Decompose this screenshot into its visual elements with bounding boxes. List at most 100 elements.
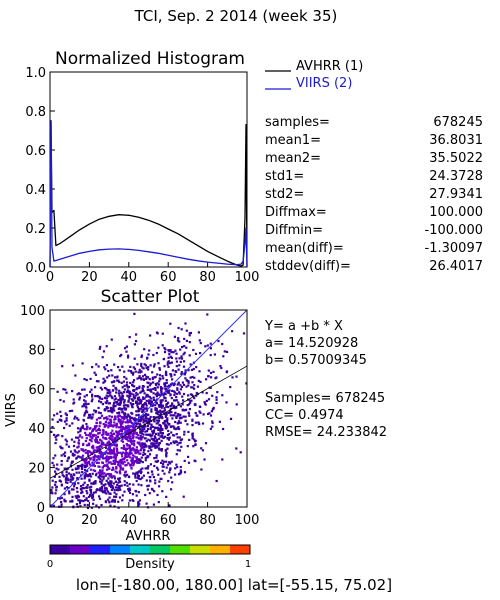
scatter-point bbox=[91, 416, 94, 419]
scatter-point bbox=[112, 468, 115, 471]
scatter-point bbox=[105, 416, 108, 419]
scatter-point bbox=[111, 449, 114, 453]
scatter-x-tick-label: 100 bbox=[235, 513, 260, 528]
scatter-point bbox=[211, 421, 214, 425]
scatter-point bbox=[158, 405, 161, 408]
scatter-point bbox=[77, 439, 81, 442]
scatter-point bbox=[191, 386, 194, 389]
scatter-point bbox=[143, 449, 146, 452]
scatter-point bbox=[63, 498, 66, 501]
scatter-point bbox=[144, 459, 147, 462]
scatter-point bbox=[128, 392, 131, 395]
scatter-point bbox=[155, 426, 158, 429]
scatter-point bbox=[134, 429, 137, 432]
scatter-point bbox=[179, 441, 182, 444]
scatter-point bbox=[113, 447, 116, 450]
scatter-point bbox=[179, 472, 182, 475]
scatter-point bbox=[126, 356, 130, 359]
colorbar-frame bbox=[49, 544, 251, 555]
scatter-point bbox=[147, 420, 150, 423]
scatter-point bbox=[154, 482, 157, 485]
scatter-point bbox=[166, 390, 169, 393]
scatter-point bbox=[231, 376, 234, 379]
scatter-point bbox=[158, 437, 161, 440]
scatter-point bbox=[135, 414, 138, 417]
histogram-stats: samples= 678245 mean1= 36.8031 mean2= 35… bbox=[265, 115, 483, 274]
scatter-point bbox=[56, 463, 59, 466]
scatter-point bbox=[88, 434, 91, 437]
scatter-point bbox=[187, 380, 190, 383]
scatter-point bbox=[156, 373, 159, 376]
scatter-point bbox=[164, 449, 167, 452]
histogram-series-line-0 bbox=[49, 120, 248, 268]
scatter-point bbox=[132, 418, 135, 421]
scatter-point bbox=[135, 479, 138, 483]
scatter-point bbox=[161, 404, 164, 407]
scatter-point bbox=[132, 435, 135, 438]
scatter-point bbox=[188, 438, 191, 441]
scatter-point bbox=[188, 414, 191, 417]
scatter-point bbox=[108, 500, 111, 503]
scatter-point bbox=[185, 346, 188, 349]
scatter-point bbox=[109, 461, 112, 464]
scatter-point bbox=[126, 386, 129, 389]
scatter-point bbox=[125, 481, 128, 484]
scatter-x-tick-label: 60 bbox=[160, 513, 177, 528]
scatter-point bbox=[165, 388, 168, 391]
scatter-point bbox=[128, 451, 131, 454]
scatter-point bbox=[72, 398, 75, 401]
scatter-point bbox=[118, 470, 121, 473]
scatter-point bbox=[131, 493, 134, 496]
scatter-point bbox=[132, 434, 135, 437]
scatter-point bbox=[155, 395, 158, 398]
scatter-point bbox=[54, 481, 57, 484]
scatter-point bbox=[65, 468, 68, 471]
scatter-point bbox=[135, 401, 138, 404]
scatter-point bbox=[138, 376, 141, 379]
scatter-point bbox=[115, 434, 118, 437]
scatter-point bbox=[88, 474, 91, 477]
scatter-point bbox=[81, 436, 84, 439]
scatter-point bbox=[140, 447, 143, 450]
scatter-point bbox=[139, 415, 143, 418]
scatter-point bbox=[95, 429, 98, 432]
scatter-point bbox=[141, 476, 144, 479]
scatter-point bbox=[114, 486, 117, 489]
scatter-point bbox=[73, 449, 76, 452]
scatter-point bbox=[191, 375, 194, 379]
scatter-point bbox=[163, 435, 167, 438]
scatter-point bbox=[170, 373, 173, 376]
scatter-point bbox=[157, 421, 160, 424]
scatter-point bbox=[83, 412, 86, 415]
scatter-point bbox=[151, 430, 154, 433]
scatter-point bbox=[114, 443, 117, 446]
scatter-point bbox=[61, 447, 64, 450]
scatter-point bbox=[116, 412, 119, 415]
scatter-point bbox=[174, 407, 177, 410]
scatter-point bbox=[188, 341, 191, 344]
scatter-point bbox=[117, 481, 120, 484]
histogram-plot-frame bbox=[49, 71, 248, 268]
scatter-point bbox=[95, 437, 98, 440]
scatter-point bbox=[141, 403, 144, 406]
scatter-point bbox=[124, 421, 127, 424]
scatter-point bbox=[65, 443, 68, 446]
scatter-point bbox=[83, 378, 86, 381]
colorbar-cell bbox=[50, 545, 71, 554]
scatter-point bbox=[117, 463, 120, 466]
scatter-point bbox=[222, 355, 225, 358]
scatter-point bbox=[127, 439, 130, 442]
histogram-panel: Normalized Histogram 0 20 40 60 80 1000.00.20… bbox=[25, 49, 483, 285]
scatter-point bbox=[114, 401, 117, 404]
scatter-point bbox=[169, 404, 172, 408]
scatter-point bbox=[194, 421, 197, 424]
scatter-point bbox=[89, 435, 92, 438]
scatter-point bbox=[76, 393, 79, 396]
scatter-point bbox=[117, 430, 120, 433]
scatter-point bbox=[161, 490, 164, 493]
scatter-point bbox=[118, 477, 121, 480]
scatter-point bbox=[144, 414, 147, 417]
scatter-point bbox=[155, 438, 158, 441]
scatter-point bbox=[79, 392, 82, 396]
scatter-point bbox=[139, 419, 142, 422]
